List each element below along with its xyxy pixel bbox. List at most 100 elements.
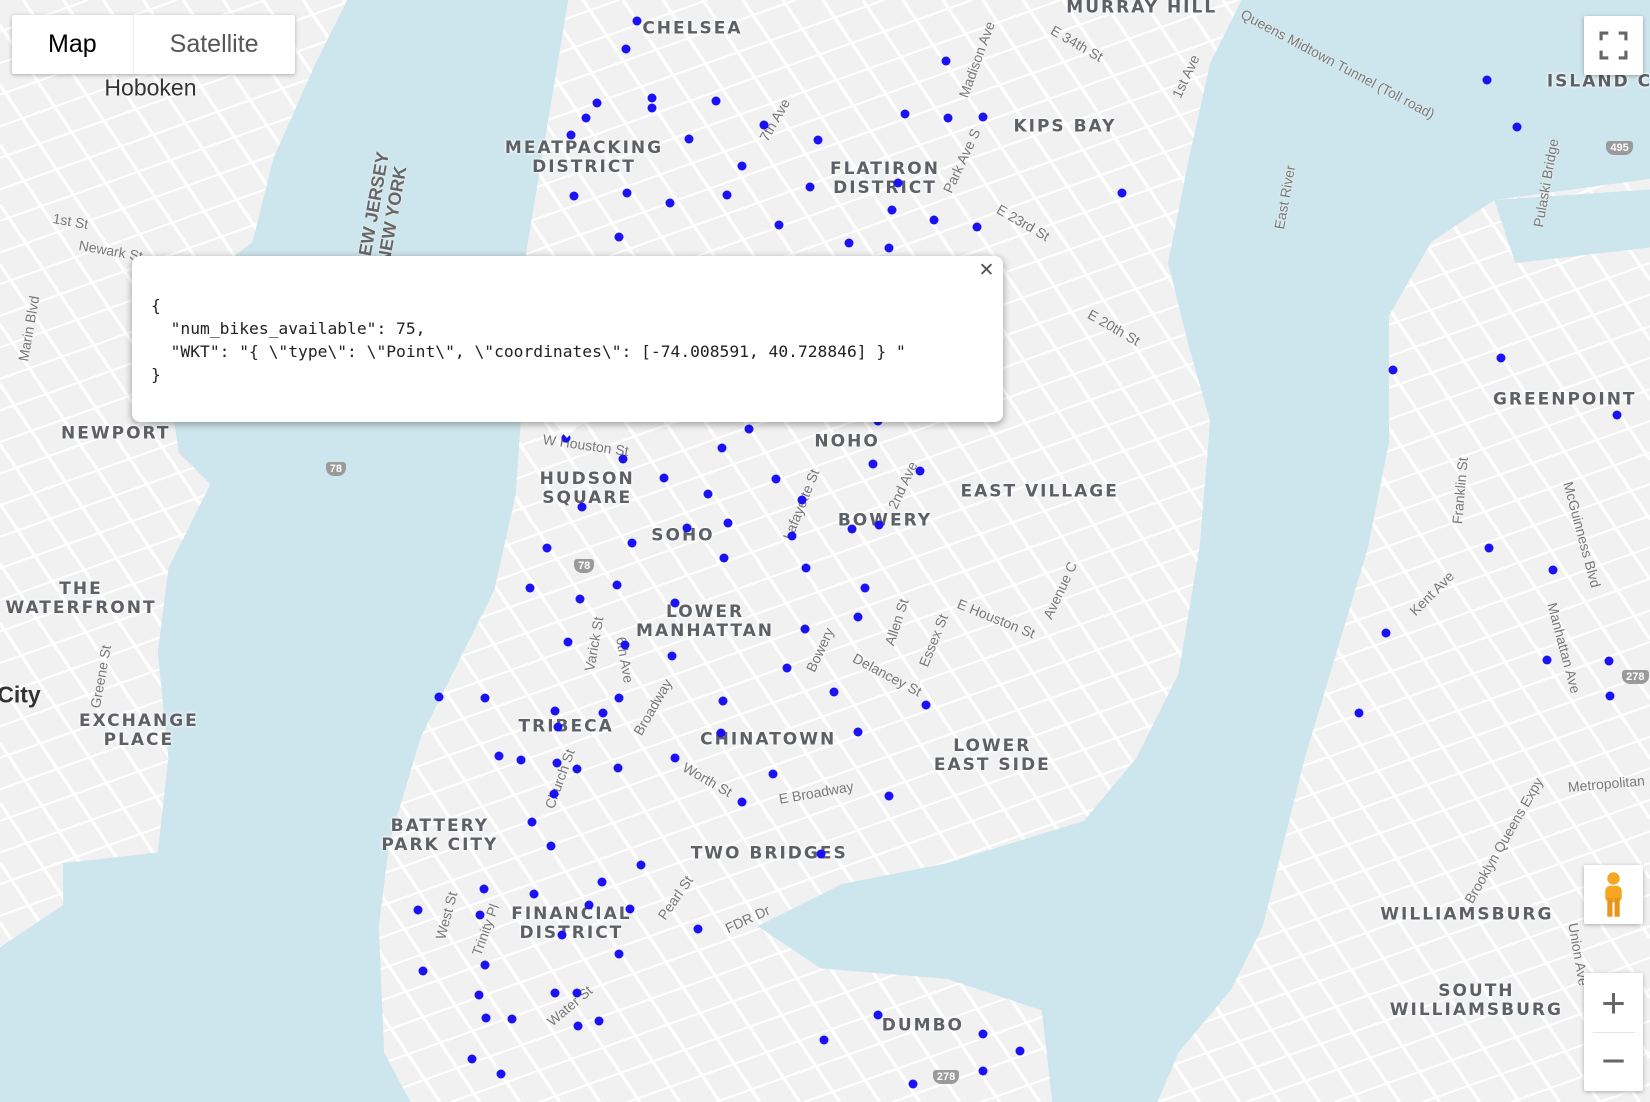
bike-station-marker[interactable]	[557, 930, 567, 940]
bike-station-marker[interactable]	[620, 640, 630, 650]
bike-station-marker[interactable]	[577, 502, 587, 512]
bike-station-marker[interactable]	[529, 889, 538, 899]
bike-station-marker[interactable]	[797, 495, 807, 505]
bike-station-marker[interactable]	[853, 612, 863, 622]
bike-station-marker[interactable]	[494, 751, 504, 761]
bike-station-marker[interactable]	[627, 538, 637, 548]
bike-station-marker[interactable]	[1548, 565, 1558, 575]
bike-station-marker[interactable]	[800, 624, 810, 634]
bike-station-marker[interactable]	[1388, 365, 1398, 375]
bike-station-marker[interactable]	[829, 687, 839, 697]
bike-station-marker[interactable]	[475, 910, 485, 920]
bike-station-marker[interactable]	[584, 900, 594, 910]
bike-station-marker[interactable]	[667, 651, 677, 661]
bike-station-marker[interactable]	[941, 56, 951, 66]
bike-station-marker[interactable]	[467, 1054, 477, 1064]
bike-station-marker[interactable]	[900, 109, 910, 119]
bike-station-marker[interactable]	[717, 443, 727, 453]
bike-station-marker[interactable]	[978, 1029, 988, 1039]
zoom-in-button[interactable]: +	[1601, 979, 1626, 1026]
zoom-out-button[interactable]: −	[1601, 1037, 1626, 1084]
bike-station-marker[interactable]	[816, 849, 826, 859]
bike-station-marker[interactable]	[893, 178, 903, 188]
bike-station-marker[interactable]	[874, 520, 884, 530]
street-view-pegman-button[interactable]	[1584, 865, 1643, 924]
bike-station-marker[interactable]	[1484, 543, 1494, 553]
bike-station-marker[interactable]	[737, 797, 747, 807]
bike-station-marker[interactable]	[480, 693, 490, 703]
bike-station-marker[interactable]	[474, 990, 484, 1000]
bike-station-marker[interactable]	[480, 960, 490, 970]
bike-station-marker[interactable]	[718, 696, 728, 706]
bike-station-marker[interactable]	[774, 220, 784, 230]
bike-station-marker[interactable]	[546, 841, 556, 851]
bike-station-marker[interactable]	[684, 134, 694, 144]
bike-station-marker[interactable]	[943, 113, 953, 123]
fullscreen-button[interactable]	[1584, 16, 1643, 75]
bike-station-marker[interactable]	[670, 753, 680, 763]
bike-station-marker[interactable]	[972, 222, 982, 232]
bike-station-marker[interactable]	[614, 949, 624, 959]
bike-station-marker[interactable]	[1381, 628, 1391, 638]
bike-station-marker[interactable]	[594, 1016, 604, 1026]
bike-station-marker[interactable]	[921, 700, 931, 710]
bike-station-marker[interactable]	[813, 135, 823, 145]
bike-station-marker[interactable]	[527, 817, 537, 827]
bike-station-marker[interactable]	[625, 904, 635, 914]
bike-station-marker[interactable]	[618, 454, 628, 464]
bike-station-marker[interactable]	[744, 424, 754, 434]
bike-station-marker[interactable]	[413, 905, 423, 915]
bike-station-marker[interactable]	[516, 755, 526, 765]
bike-station-marker[interactable]	[768, 769, 778, 779]
bike-station-marker[interactable]	[782, 663, 792, 673]
bike-station-marker[interactable]	[479, 884, 489, 894]
bike-station-marker[interactable]	[542, 543, 552, 553]
bike-station-marker[interactable]	[887, 205, 897, 215]
bike-station-marker[interactable]	[884, 243, 894, 253]
bike-station-marker[interactable]	[597, 877, 607, 887]
bike-station-marker[interactable]	[929, 215, 939, 225]
bike-station-marker[interactable]	[622, 188, 632, 198]
bike-station-marker[interactable]	[759, 120, 769, 130]
bike-station-marker[interactable]	[868, 459, 878, 469]
bike-station-marker[interactable]	[592, 98, 602, 108]
bike-station-marker[interactable]	[716, 728, 726, 738]
bike-station-marker[interactable]	[581, 113, 591, 123]
bike-station-marker[interactable]	[496, 1069, 506, 1079]
bike-station-marker[interactable]	[723, 518, 733, 528]
bike-station-marker[interactable]	[722, 190, 732, 200]
bike-station-marker[interactable]	[908, 1079, 918, 1089]
bike-station-marker[interactable]	[621, 44, 631, 54]
bike-station-marker[interactable]	[552, 758, 562, 768]
bike-station-marker[interactable]	[844, 238, 854, 248]
bike-station-marker[interactable]	[563, 637, 573, 647]
bike-station-marker[interactable]	[573, 1021, 583, 1031]
map-type-satellite-button[interactable]: Satellite	[132, 15, 295, 74]
bike-station-marker[interactable]	[805, 182, 815, 192]
bike-station-marker[interactable]	[507, 1014, 517, 1024]
bike-station-marker[interactable]	[801, 563, 811, 573]
bike-station-marker[interactable]	[613, 763, 623, 773]
map-type-map-button[interactable]: Map	[48, 30, 97, 58]
bike-station-marker[interactable]	[1604, 656, 1614, 666]
bike-station-marker[interactable]	[884, 791, 894, 801]
bike-station-marker[interactable]	[614, 693, 624, 703]
bike-station-marker[interactable]	[819, 1035, 829, 1045]
bike-station-marker[interactable]	[1542, 655, 1552, 665]
bike-station-marker[interactable]	[682, 523, 692, 533]
close-icon[interactable]: ✕	[978, 260, 995, 281]
bike-station-marker[interactable]	[647, 93, 657, 103]
bike-station-marker[interactable]	[771, 474, 781, 484]
bike-station-marker[interactable]	[1496, 353, 1506, 363]
bike-station-marker[interactable]	[550, 706, 560, 716]
bike-station-marker[interactable]	[550, 988, 560, 998]
bike-station-marker[interactable]	[553, 722, 563, 732]
bike-station-marker[interactable]	[549, 789, 558, 799]
bike-station-marker[interactable]	[860, 583, 870, 593]
bike-station-marker[interactable]	[659, 473, 669, 483]
bike-station-marker[interactable]	[632, 16, 642, 26]
bike-station-marker[interactable]	[978, 112, 988, 122]
bike-station-marker[interactable]	[569, 191, 578, 201]
bike-station-marker[interactable]	[598, 708, 608, 718]
